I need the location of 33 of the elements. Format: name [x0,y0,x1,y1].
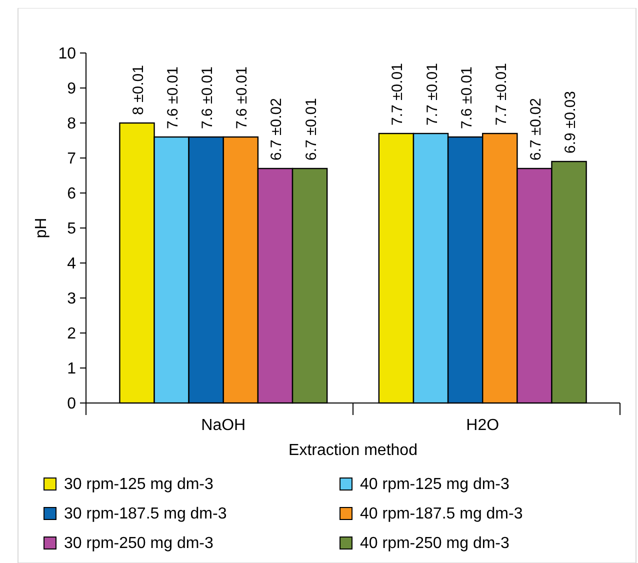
legend-label: 40 rpm-125 mg dm-3 [360,476,510,493]
data-label: 6.7 ±0.01 [302,98,320,160]
y-tick-label: 6 [67,186,76,203]
y-tick-label: 2 [67,326,76,343]
y-tick-label: 3 [67,290,76,308]
y-axis-title: pH [33,218,50,238]
data-label: 7.6 ±0.01 [234,66,251,129]
y-tick-label: 1 [67,360,76,378]
data-label: 7.7 ±0.01 [389,63,406,126]
legend-label: 30 rpm-250 mg dm-3 [64,535,214,552]
data-label: 7.6 ±0.01 [199,66,216,129]
legend-label: 40 rpm-250 mg dm-3 [360,535,510,552]
data-label: 7.7 ±0.01 [492,63,510,126]
x-tick-label: NaOH [201,417,246,434]
legend-label: 30 rpm-187.5 mg dm-3 [64,506,227,522]
y-tick-label: 8 [67,116,76,133]
x-tick-label: H2O [466,417,500,434]
y-tick-label: 0 [67,396,76,413]
y-tick-label: 5 [67,220,76,238]
legend-label: 40 rpm-187.5 mg dm-3 [360,506,523,522]
y-tick-label: 9 [67,80,76,98]
data-label: 6.9 ±0.03 [562,91,580,154]
y-tick-label: 10 [58,46,76,63]
data-label: 6.7 ±0.02 [268,98,286,160]
x-axis-title: Extraction method [288,442,418,459]
data-label: 7.7 ±0.01 [424,63,441,126]
data-label: 8 ±0.01 [130,65,147,115]
data-label: 6.7 ±0.02 [527,98,544,160]
y-tick-label: 4 [67,256,76,273]
y-tick-label: 7 [67,150,76,168]
legend-label: 30 rpm-125 mg dm-3 [64,476,214,493]
data-label: 7.6 ±0.01 [164,66,182,129]
data-label: 7.6 ±0.01 [458,66,476,129]
